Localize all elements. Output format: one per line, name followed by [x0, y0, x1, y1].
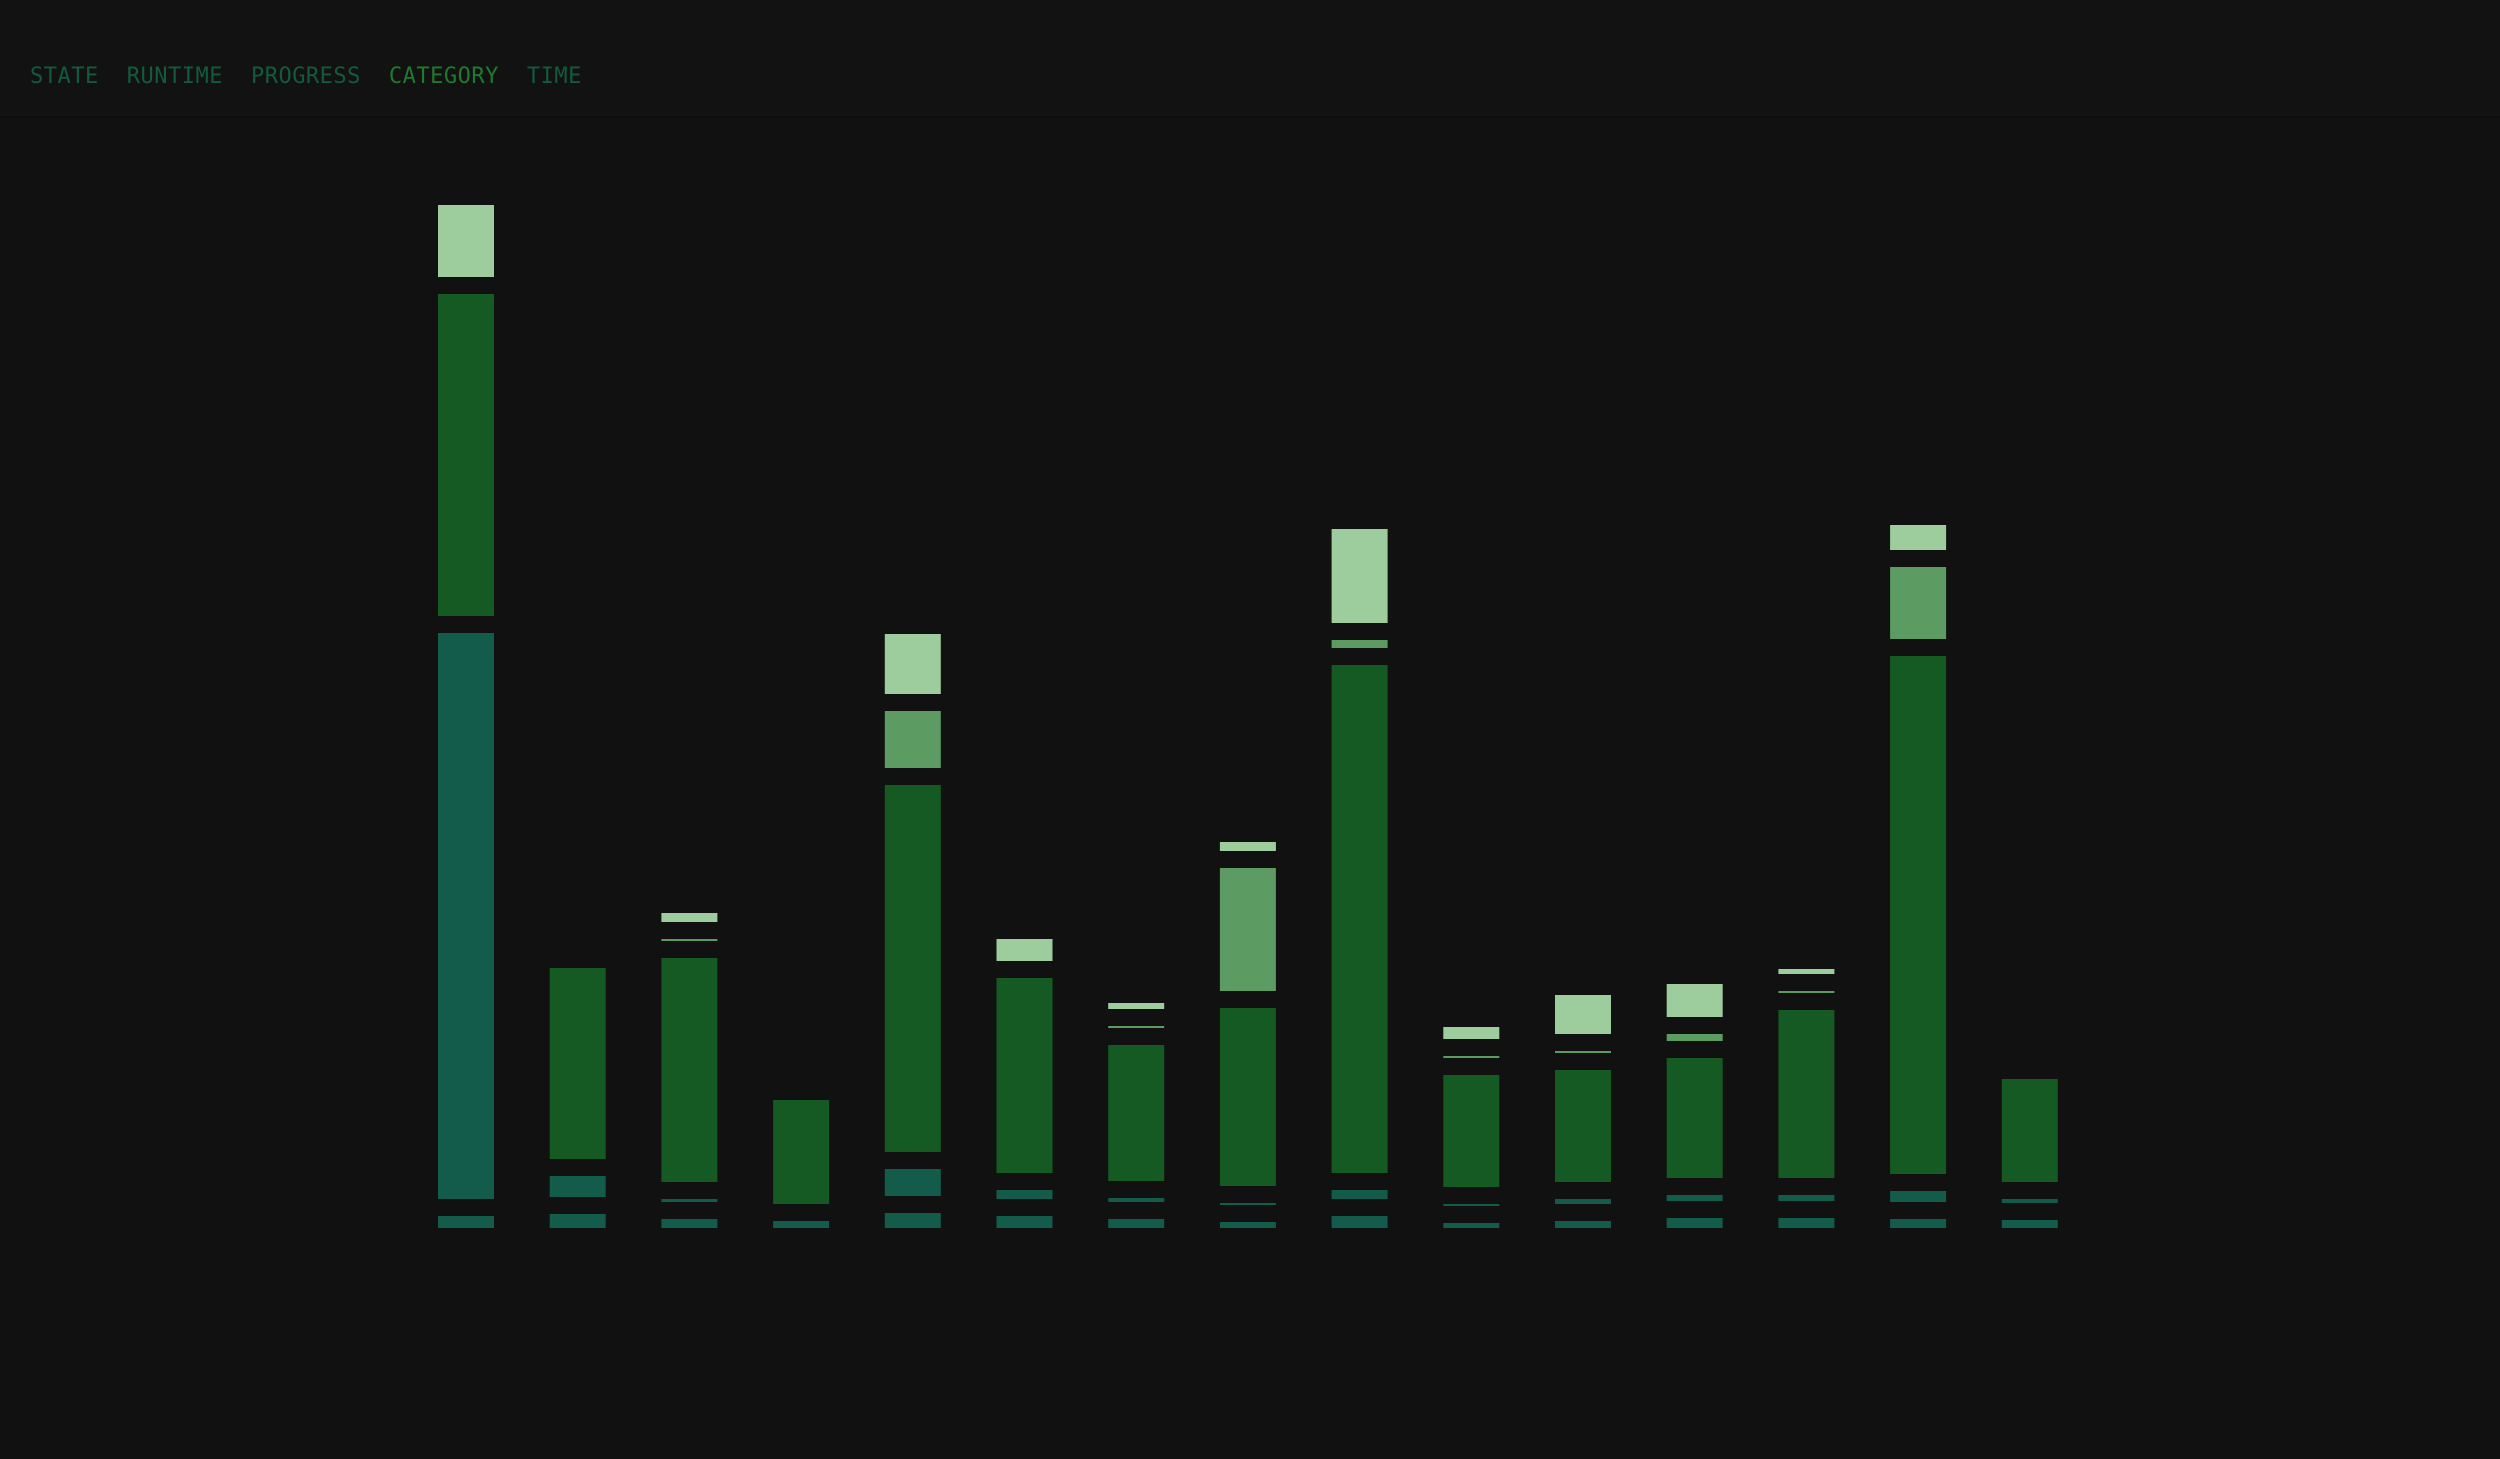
bar-13-segment-1	[1778, 1218, 1835, 1228]
bar-15-segment-1	[2001, 1220, 2058, 1228]
bar-14-segment-1	[1890, 1219, 1947, 1228]
bar-11-segment-2	[1555, 1199, 1611, 1204]
bar-15-segment-2	[2001, 1199, 2058, 1203]
bar-5-segment-3	[884, 785, 941, 1152]
bar-2-segment-1	[549, 1214, 606, 1228]
bar-13-segment-4	[1778, 991, 1835, 993]
bar-7-segment-4	[1108, 1026, 1165, 1028]
bar-3-segment-3	[661, 958, 718, 1182]
bar-9-segment-1	[1331, 1216, 1388, 1228]
bar-13-segment-2	[1778, 1195, 1835, 1201]
bar-10-segment-4	[1443, 1056, 1500, 1058]
bar-12-segment-5	[1666, 984, 1723, 1017]
bar-10-segment-2	[1443, 1204, 1500, 1206]
top-nav-bar: STATE RUNTIME PROGRESS CATEGORY TIME	[0, 0, 2500, 118]
bar-3-segment-5	[661, 913, 718, 922]
bar-1-segment-1	[438, 1216, 494, 1228]
view-tabs: STATE RUNTIME PROGRESS CATEGORY TIME	[30, 64, 582, 90]
bar-3-segment-4	[661, 939, 718, 941]
bar-8-segment-2	[1219, 1203, 1276, 1205]
bar-2-segment-3	[549, 968, 606, 1159]
bar-11-segment-3	[1555, 1070, 1611, 1182]
bar-1-segment-5	[438, 205, 494, 277]
bar-10-segment-1	[1443, 1223, 1500, 1228]
bar-10-segment-5	[1443, 1027, 1500, 1039]
bar-9-segment-5	[1331, 529, 1388, 623]
bar-4-segment-1	[773, 1221, 830, 1228]
bar-3-segment-1	[661, 1219, 718, 1228]
bar-9-segment-4	[1331, 640, 1388, 648]
bar-5-segment-4	[884, 711, 941, 768]
bar-7-segment-3	[1108, 1045, 1165, 1181]
bar-8-segment-3	[1219, 1008, 1276, 1186]
bar-14-segment-4	[1890, 567, 1947, 639]
bar-2-segment-2	[549, 1176, 606, 1197]
bar-1-segment-3	[438, 294, 494, 616]
bar-12-segment-3	[1666, 1058, 1723, 1178]
bar-1-segment-2	[438, 633, 494, 1199]
bar-3-segment-2	[661, 1199, 718, 1202]
bar-8-segment-5	[1219, 842, 1276, 851]
bar-14-segment-2	[1890, 1191, 1947, 1202]
bar-11-segment-5	[1555, 995, 1611, 1034]
tab-category[interactable]: CATEGORY	[388, 64, 499, 89]
bar-6-segment-3	[996, 978, 1053, 1173]
bar-12-segment-2	[1666, 1195, 1723, 1201]
bar-7-segment-5	[1108, 1003, 1165, 1009]
bar-5-segment-2	[884, 1169, 941, 1196]
bar-9-segment-3	[1331, 665, 1388, 1173]
bar-15-segment-3	[2001, 1079, 2058, 1182]
bar-11-segment-1	[1555, 1221, 1611, 1228]
tab-state[interactable]: STATE	[30, 64, 99, 89]
bar-6-segment-5	[996, 939, 1053, 961]
bar-13-segment-3	[1778, 1010, 1835, 1178]
bar-14-segment-5	[1890, 525, 1947, 550]
bar-11-segment-4	[1555, 1051, 1611, 1053]
tab-time[interactable]: TIME	[526, 64, 582, 89]
bar-10-segment-3	[1443, 1075, 1500, 1187]
bar-8-segment-4	[1219, 868, 1276, 991]
bar-9-segment-2	[1331, 1190, 1388, 1199]
bar-13-segment-5	[1778, 969, 1835, 974]
bar-5-segment-5	[884, 634, 941, 694]
bar-7-segment-2	[1108, 1198, 1165, 1202]
bar-12-segment-1	[1666, 1218, 1723, 1228]
bar-14-segment-3	[1890, 656, 1947, 1174]
bar-6-segment-1	[996, 1216, 1053, 1228]
bar-6-segment-2	[996, 1190, 1053, 1199]
tab-runtime[interactable]: RUNTIME	[126, 64, 223, 89]
bar-8-segment-1	[1219, 1222, 1276, 1228]
tab-progress[interactable]: PROGRESS	[250, 64, 361, 89]
bar-12-segment-4	[1666, 1034, 1723, 1041]
bar-7-segment-1	[1108, 1219, 1165, 1228]
bar-5-segment-1	[884, 1213, 941, 1228]
bar-4-segment-3	[773, 1100, 830, 1204]
